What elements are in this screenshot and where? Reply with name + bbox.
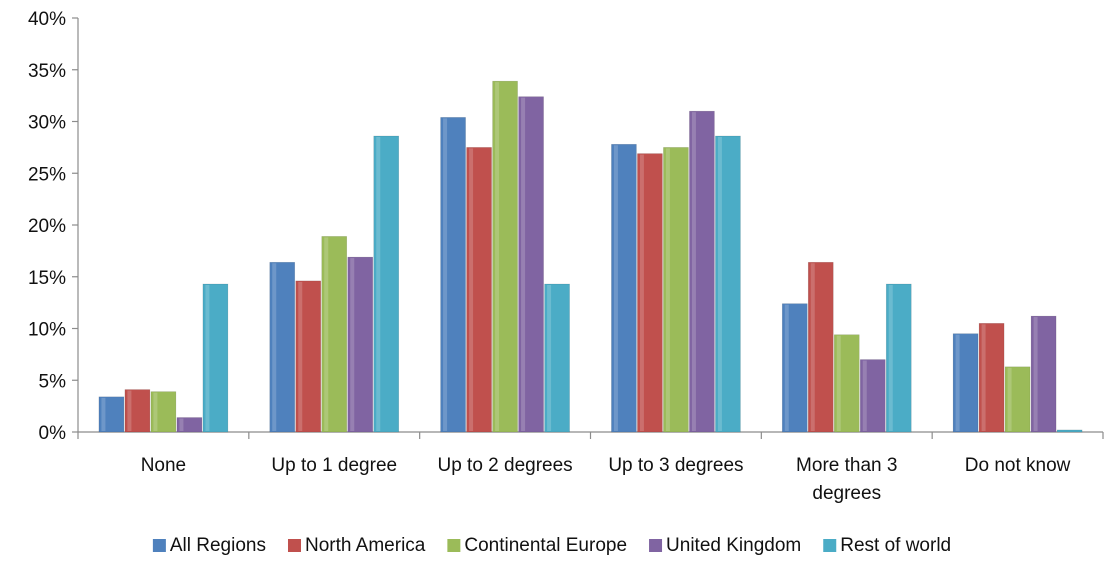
bar-highlight bbox=[982, 324, 986, 431]
x-category-label: More than 3 bbox=[796, 455, 897, 476]
bar-highlight bbox=[350, 258, 354, 431]
y-tick-label: 20% bbox=[28, 216, 66, 237]
bar-highlight bbox=[443, 118, 447, 431]
x-category-label: Up to 1 degree bbox=[271, 455, 397, 476]
y-tick-label: 30% bbox=[28, 113, 66, 134]
bar-highlight bbox=[640, 155, 644, 431]
bar-highlight bbox=[205, 285, 209, 431]
bars bbox=[99, 81, 1082, 432]
y-tick-label: 15% bbox=[28, 268, 66, 289]
legend-label: United Kingdom bbox=[666, 535, 801, 556]
bar-highlight bbox=[469, 148, 473, 431]
y-tick-label: 10% bbox=[28, 320, 66, 341]
y-tick-label: 35% bbox=[28, 61, 66, 82]
legend-label: North America bbox=[305, 535, 426, 556]
bar-highlight bbox=[495, 82, 499, 431]
y-tick-label: 5% bbox=[39, 371, 67, 392]
bar-highlight bbox=[956, 335, 960, 431]
y-tick-label: 25% bbox=[28, 164, 66, 185]
bar-highlight bbox=[811, 263, 815, 431]
bar-highlight bbox=[863, 361, 867, 431]
bar-highlight bbox=[785, 305, 789, 431]
legend-swatch bbox=[823, 539, 836, 552]
bar-highlight bbox=[101, 398, 105, 431]
category-labels: None Up to 1 degree Up to 2 degrees Up to 3… bbox=[141, 455, 1071, 504]
bar-highlight bbox=[376, 137, 380, 431]
x-category-label: Up to 3 degrees bbox=[608, 455, 743, 476]
bar-highlight bbox=[718, 137, 722, 431]
bar-highlight bbox=[837, 336, 841, 431]
legend: All Regions North America Continental Euro… bbox=[153, 535, 951, 556]
bar-highlight bbox=[272, 263, 276, 431]
bar-highlight bbox=[521, 98, 525, 431]
bar-highlight bbox=[889, 285, 893, 431]
bar-highlight bbox=[179, 419, 183, 431]
bar-highlight bbox=[127, 391, 131, 431]
legend-swatch bbox=[447, 539, 460, 552]
x-category-label: Do not know bbox=[965, 455, 1071, 476]
legend-label: Continental Europe bbox=[464, 535, 627, 556]
bar-highlight bbox=[153, 393, 157, 431]
y-tick-label: 40% bbox=[28, 9, 66, 30]
x-category-label: degrees bbox=[812, 483, 881, 504]
bar-highlight bbox=[692, 112, 696, 431]
bar-highlight bbox=[666, 148, 670, 431]
bar-highlight bbox=[1034, 317, 1038, 431]
x-category-label: Up to 2 degrees bbox=[437, 455, 572, 476]
y-tick-label: 0% bbox=[39, 423, 67, 444]
legend-swatch bbox=[649, 539, 662, 552]
bar-highlight bbox=[1008, 368, 1012, 431]
bar-highlight bbox=[298, 282, 302, 431]
bar-highlight bbox=[324, 237, 328, 431]
bar-highlight bbox=[614, 145, 618, 431]
legend-swatch bbox=[288, 539, 301, 552]
legend-swatch bbox=[153, 539, 166, 552]
legend-label: All Regions bbox=[170, 535, 266, 556]
bar-highlight bbox=[547, 285, 551, 431]
x-category-label: None bbox=[141, 455, 186, 476]
legend-label: Rest of world bbox=[840, 535, 951, 556]
